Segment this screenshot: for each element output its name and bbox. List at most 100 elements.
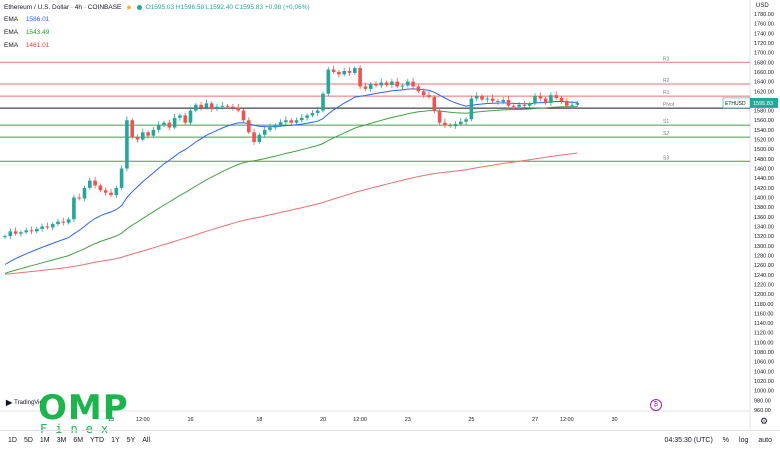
candle-body — [162, 122, 166, 126]
range-button-5y[interactable]: 5Y — [126, 437, 136, 444]
level-label: R3 — [663, 56, 670, 62]
candle-body — [437, 110, 442, 123]
ema-legend-1[interactable]: EMA 1586.01 — [4, 16, 50, 23]
candle-body — [469, 98, 474, 120]
time-tick-label: 12:00 — [136, 417, 150, 423]
candle-body — [19, 232, 23, 234]
price-tick-label: 1400.00 — [754, 196, 774, 202]
candle-body — [40, 226, 44, 229]
range-button-1m[interactable]: 1M — [39, 437, 50, 444]
price-tick-label: 1180.00 — [754, 302, 773, 308]
price-tick-label: 1000.00 — [754, 389, 774, 395]
range-button-1d[interactable]: 1D — [8, 437, 17, 444]
price-tick-label: 1440.00 — [754, 176, 774, 182]
candle-body — [464, 119, 468, 122]
range-button-ytd[interactable]: YTD — [90, 437, 105, 444]
range-button-6m[interactable]: 6M — [73, 437, 84, 444]
candle-body — [427, 95, 431, 98]
price-tick-label: 1540.00 — [754, 128, 774, 134]
events-icon[interactable]: ₿ — [650, 399, 662, 411]
candle-body — [496, 100, 500, 102]
candle-body — [474, 96, 479, 99]
clock[interactable]: 04:35:30 (UTC) — [664, 437, 713, 444]
candle-body — [538, 96, 543, 99]
candle-body — [88, 180, 92, 188]
candle-body — [98, 185, 103, 191]
ema-legend-2[interactable]: EMA 1543.49 — [4, 29, 50, 36]
price-tick-label: 1160.00 — [754, 311, 773, 317]
price-tick-label: 1740.00 — [754, 31, 774, 37]
log-toggle[interactable]: log — [739, 437, 749, 444]
candle-body — [93, 180, 97, 186]
candle-body — [411, 81, 415, 87]
range-button-3m[interactable]: 3M — [56, 437, 67, 444]
candle-body — [236, 107, 240, 111]
candle-body — [575, 102, 580, 105]
candle-body — [72, 197, 76, 220]
level-label: S2 — [663, 131, 669, 137]
candle-body — [167, 122, 172, 128]
price-tick-label: 1140.00 — [754, 321, 773, 327]
candle-body — [215, 106, 219, 110]
candle-body — [103, 190, 108, 193]
candle-body — [231, 106, 235, 108]
candle-body — [347, 70, 352, 73]
time-axis: 13 12:00 16 18 20 12:00 23 25 27 12:00 30 — [108, 417, 618, 423]
candle-body — [241, 110, 246, 121]
price-tag-box — [750, 97, 778, 108]
candle-body — [82, 187, 87, 199]
symbol-title[interactable]: Ethereum / U.S. Dollar · 4h · COINBASE — [4, 3, 122, 11]
auto-toggle[interactable]: auto — [758, 437, 772, 444]
level-label: R1 — [663, 90, 670, 96]
chart-grid — [0, 0, 751, 430]
time-tick-label: 25 — [468, 417, 474, 423]
candle-body — [331, 69, 336, 72]
price-tick-label: 980.00 — [754, 398, 771, 404]
price-tick-label: 1120.00 — [754, 331, 773, 337]
candle-body — [284, 120, 288, 123]
candle-body — [310, 113, 315, 116]
range-button-all[interactable]: All — [142, 437, 151, 444]
candle-body — [252, 132, 256, 142]
price-tick-label: 1260.00 — [754, 263, 774, 269]
price-tick-label: 1560.00 — [754, 118, 774, 124]
candle-body — [453, 124, 458, 127]
time-tick-label: 12:00 — [560, 417, 574, 423]
ema-legend-3[interactable]: EMA 1461.01 — [4, 42, 50, 49]
candle-body — [172, 117, 177, 128]
candle-body — [45, 226, 50, 228]
candle-body — [29, 230, 34, 232]
range-button-5d[interactable]: 5D — [23, 437, 33, 444]
currency-label[interactable]: USD — [756, 3, 769, 9]
gear-icon[interactable]: ⚙ — [760, 416, 769, 426]
candle-body — [8, 231, 13, 237]
candle-body — [459, 121, 463, 125]
level-label: Pivot — [663, 102, 675, 108]
time-tick-label: 16 — [187, 417, 193, 423]
candle-body — [109, 192, 113, 196]
star-icon[interactable]: ★ — [125, 2, 133, 12]
price-tick-label: 1780.00 — [754, 12, 774, 18]
candle-body — [368, 84, 373, 89]
candle-body — [114, 187, 119, 196]
range-buttons: 1D 5D 1M 3M 6M YTD 1Y 5Y All — [8, 437, 150, 444]
candle-body — [395, 81, 399, 87]
time-tick-label: 20 — [320, 417, 326, 423]
range-button-1y[interactable]: 1Y — [111, 437, 120, 444]
candle-body — [321, 93, 325, 111]
candle-body — [342, 70, 346, 75]
candle-body — [268, 127, 272, 130]
candle-body — [506, 99, 511, 106]
candle-body — [225, 105, 230, 107]
candle-body — [554, 95, 558, 99]
time-tick-label: 23 — [405, 417, 411, 423]
price-tick-label: 1220.00 — [754, 282, 774, 288]
pivot-levels: R3 R2 R1 Pivot S1 S2 S3 — [0, 56, 750, 162]
percent-toggle[interactable]: % — [722, 437, 730, 444]
last-price-tag: ETHUSD 1595.83 — [722, 97, 778, 109]
price-tick-label: 1500.00 — [754, 147, 774, 153]
candle-body — [527, 103, 532, 106]
price-tick-label: 1640.00 — [754, 80, 774, 86]
candle-body — [135, 137, 140, 140]
